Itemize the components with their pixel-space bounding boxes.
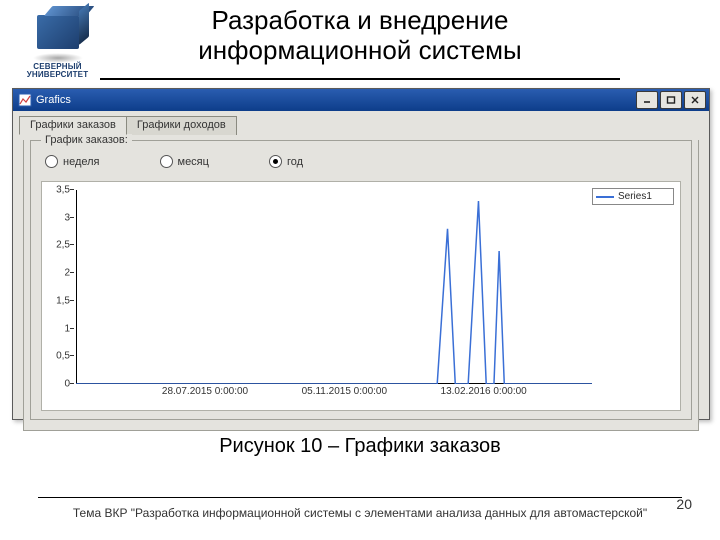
minimize-button[interactable] [636,91,658,109]
y-tick-label: 2,5 [42,240,70,251]
title-line-2: информационной системы [198,35,522,65]
radio-year[interactable]: год [269,155,303,168]
radio-dot-icon [269,155,282,168]
x-tick-label: 13.02.2016 0:00:00 [441,386,527,397]
radio-year-label: год [287,156,303,168]
close-button[interactable] [684,91,706,109]
y-tick-label: 3,5 [42,185,70,196]
window-icon [18,93,32,107]
radio-week-label: неделя [63,156,100,168]
groupbox-label: График заказов: [41,134,132,146]
y-tick-label: 1,5 [42,295,70,306]
series-line [76,190,592,384]
y-tick-label: 2 [42,268,70,279]
radio-month-label: месяц [178,156,209,168]
legend-line-icon [596,196,614,198]
radio-dot-icon [160,155,173,168]
slide: СЕВЕРНЫЙ УНИВЕРСИТЕТ Разработка и внедре… [0,0,720,540]
y-tick-label: 0 [42,379,70,390]
tab-bar: Графики заказов Графики доходов [13,111,709,134]
groupbox-orders: График заказов: неделя месяц год [30,140,692,420]
y-tick-label: 3 [42,212,70,223]
y-tick-label: 0,5 [42,351,70,362]
tab-income[interactable]: Графики доходов [126,116,237,135]
title-underline [100,78,620,80]
orders-chart: Series1 0 0,5 1 1,5 2 2,5 3 3,5 28.07.2015 0:00… [41,181,681,411]
footer-divider [38,497,682,498]
logo-text-2: УНИВЕРСИТЕТ [27,71,89,79]
legend-label: Series1 [618,191,652,202]
radio-week[interactable]: неделя [45,155,100,168]
chart-legend: Series1 [592,188,674,205]
window-title: Grafics [36,94,636,106]
tab-orders[interactable]: Графики заказов [19,116,127,135]
x-tick-label: 05.11.2015 0:00:00 [302,386,387,397]
window-titlebar: Grafics [13,89,709,111]
footer-text: Тема ВКР "Разработка информационной сист… [0,506,720,520]
tab-content: График заказов: неделя месяц год [23,140,699,431]
maximize-button[interactable] [660,91,682,109]
figure-caption: Рисунок 10 – Графики заказов [0,435,720,458]
app-window: Grafics Графики заказов Графики доходов … [12,88,710,420]
page-number: 20 [676,496,692,512]
plot-area [76,190,592,384]
y-tick-label: 1 [42,323,70,334]
radio-dot-icon [45,155,58,168]
y-axis-ticks: 00,511,522,533,5 [42,190,74,384]
title-line-1: Разработка и внедрение [211,5,508,35]
x-tick-label: 28.07.2015 0:00:00 [162,386,248,397]
slide-title: Разработка и внедрение информационной си… [0,6,720,66]
period-radio-group: неделя месяц год [45,155,303,168]
x-axis-ticks: 28.07.2015 0:00:00 05.11.2015 0:00:00 13.0… [76,386,592,406]
radio-month[interactable]: месяц [160,155,209,168]
chart-inner: Series1 0 0,5 1 1,5 2 2,5 3 3,5 28.07.2015 0:00… [42,182,680,410]
